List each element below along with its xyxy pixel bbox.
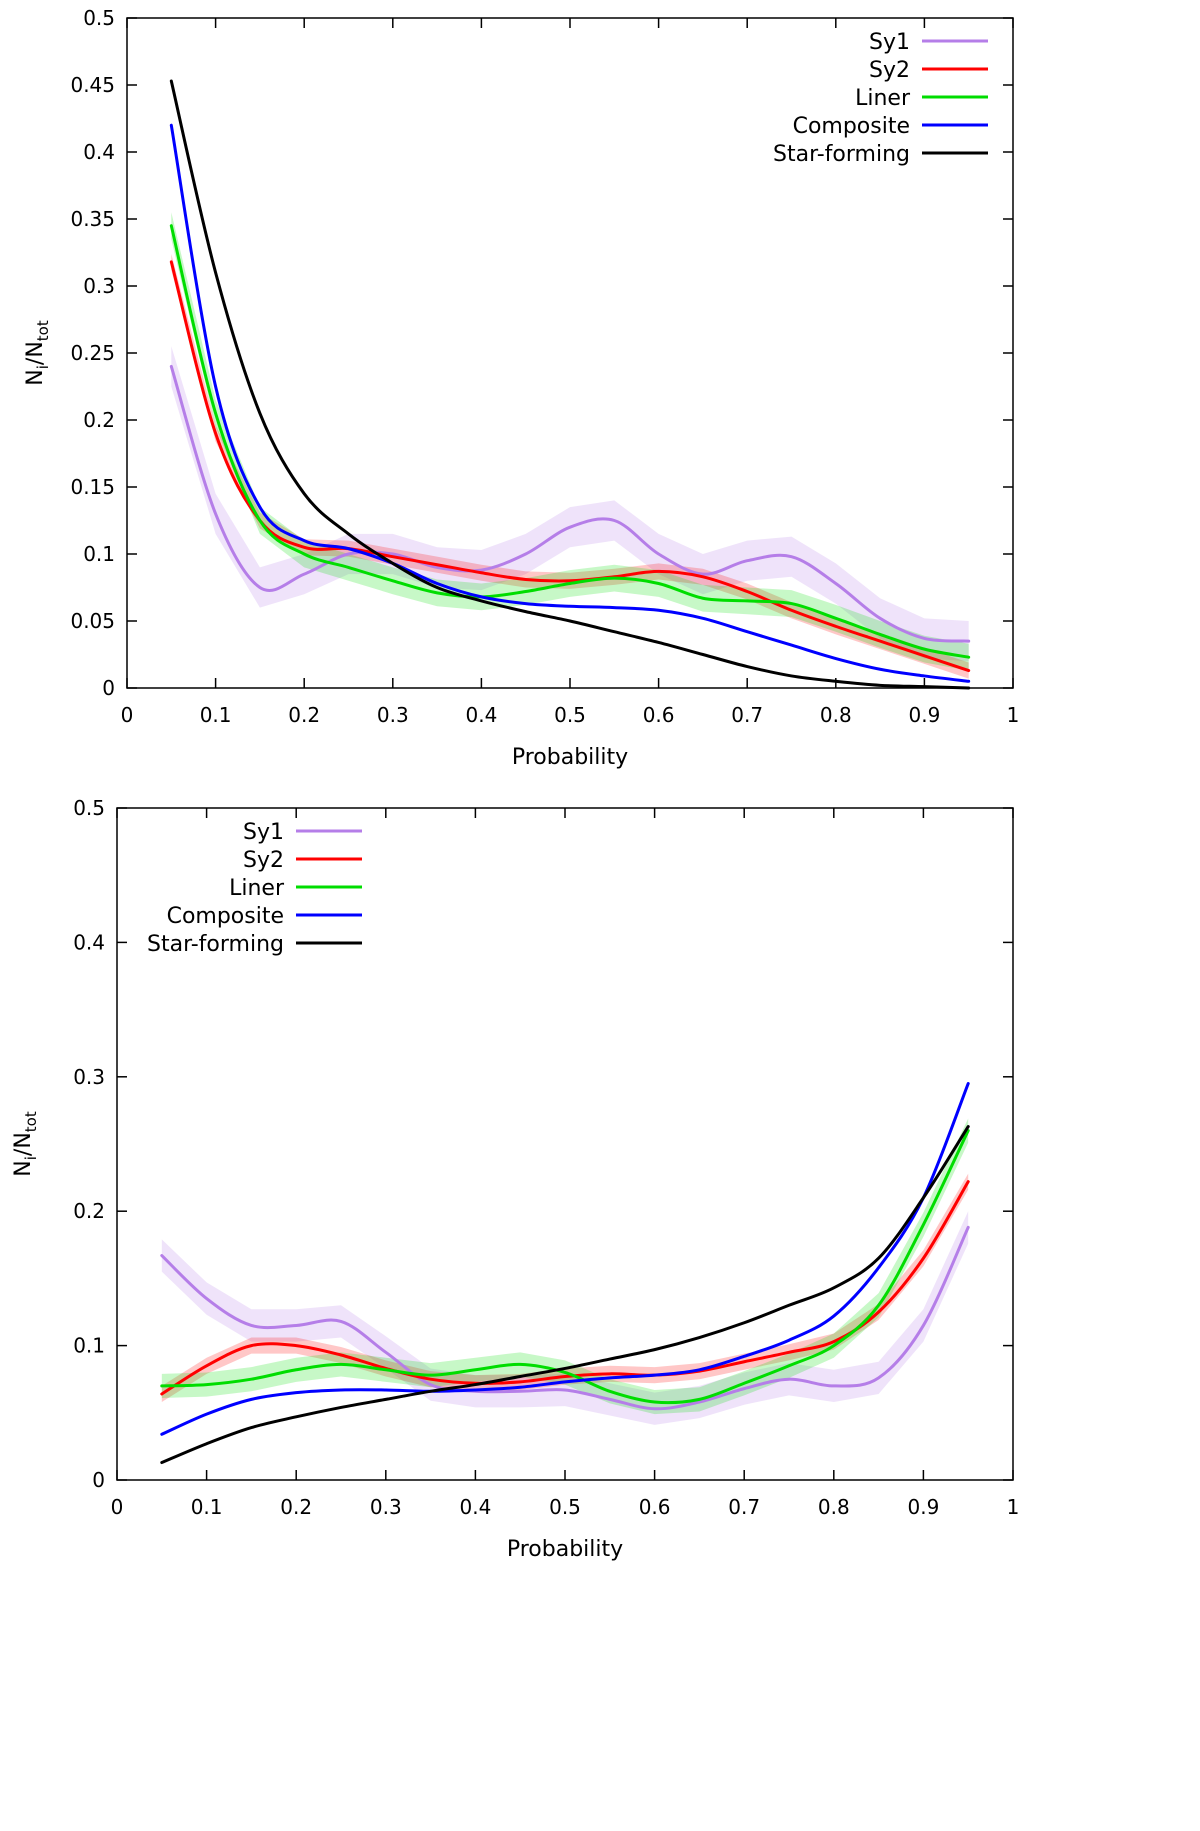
y-tick-label: 0.2 [83,408,115,432]
legend-label: Composite [167,904,284,929]
x-tick-label: 0.9 [907,1495,939,1519]
y-tick-label: 0.4 [73,930,105,954]
series-line-star-forming [160,1125,970,1465]
y-tick-label: 0.05 [70,609,115,633]
legend-label: Liner [229,876,285,901]
series-lines [169,79,971,690]
x-tick-label: 0.6 [639,1495,671,1519]
x-tick-label: 1 [1007,703,1020,727]
series-line-composite [169,123,971,683]
x-tick-label: 0.7 [731,703,763,727]
band-sy1 [171,346,969,662]
legend-label: Composite [793,114,910,139]
x-tick-label: 0.8 [818,1495,850,1519]
chart-bottom: 0 0.1 0.2 0.3 0.4 0.5 0.6 0.7 0.8 0.9 100.10.20.30… [11,796,1019,1562]
x-axis-label: Probability [507,1537,623,1562]
x-tick-label: 0.8 [820,703,852,727]
series-line-sy2 [160,1180,970,1396]
y-axis: 0 0.05 0.1 0.15 0.2 0.25 0.3 0.35 0.4 0.45 0.5 [70,6,1013,700]
y-tick-label: 0.5 [73,796,105,820]
x-axis-label: Probability [512,745,628,770]
x-axis: 0 0.1 0.2 0.3 0.4 0.5 0.6 0.7 0.8 0.9 1 [121,18,1020,727]
y-axis: 0 0.1 0.2 0.3 0.4 0.5 [73,796,1013,1492]
x-tick-label: 0.1 [191,1495,223,1519]
series-line-sy1 [160,1225,970,1411]
y-axis-label: Ni/Ntot [11,1111,40,1177]
x-tick-label: 0.2 [288,703,320,727]
band-sy1 [161,1211,969,1425]
x-tick-label: 0.5 [549,1495,581,1519]
legend-label: Sy2 [243,848,284,873]
y-tick-label: 0 [102,676,115,700]
legend: Sy1 Sy2 Liner Composite Star-forming [147,820,362,957]
series-line-star-forming [169,79,971,690]
legend-label: Sy1 [243,820,284,845]
confidence-bands [171,212,969,679]
x-tick-label: 0.9 [908,703,940,727]
series-line-liner [160,1129,970,1405]
series-line-sy2 [169,260,971,673]
legend-label: Liner [855,86,911,111]
y-tick-label: 0.15 [70,475,115,499]
confidence-bands [161,1118,969,1425]
x-tick-label: 0.3 [370,1495,402,1519]
legend-label: Sy1 [869,30,910,55]
series-lines [160,1082,970,1465]
y-tick-label: 0 [92,1468,105,1492]
x-tick-label: 0.2 [280,1495,312,1519]
chart-top: 0 0.1 0.2 0.3 0.4 0.5 0.6 0.7 0.8 0.9 1 0 0.05 0.1 0.1… [23,6,1019,770]
x-tick-label: 0.3 [377,703,409,727]
y-tick-label: 0.1 [83,542,115,566]
y-tick-label: 0.2 [73,1199,105,1223]
x-tick-label: 0.7 [728,1495,760,1519]
y-axis-label: Ni/Ntot [23,320,52,386]
x-tick-label: 0.5 [554,703,586,727]
series-line-sy1 [169,364,971,643]
legend-label: Star-forming [773,142,910,167]
y-tick-label: 0.3 [83,274,115,298]
x-tick-label: 0 [121,703,134,727]
x-tick-label: 1 [1007,1495,1020,1519]
y-tick-label: 0.3 [73,1065,105,1089]
y-tick-label: 0.35 [70,207,115,231]
series-line-composite [160,1082,970,1436]
legend: Sy1 Sy2 Liner Composite Star-forming [773,30,988,167]
y-tick-label: 0.1 [73,1334,105,1358]
x-tick-label: 0.1 [200,703,232,727]
legend-label: Sy2 [869,58,910,83]
x-axis: 0 0.1 0.2 0.3 0.4 0.5 0.6 0.7 0.8 0.9 1 [111,808,1020,1519]
x-tick-label: 0.6 [643,703,675,727]
band-liner [161,1118,969,1415]
y-tick-label: 0.45 [70,73,115,97]
y-tick-label: 0.25 [70,341,115,365]
y-tick-label: 0.5 [83,6,115,30]
x-tick-label: 0.4 [459,1495,491,1519]
legend-label: Star-forming [147,932,284,957]
x-tick-label: 0.4 [465,703,497,727]
series-line-liner [169,224,971,659]
x-tick-label: 0 [111,1495,124,1519]
y-tick-label: 0.4 [83,140,115,164]
